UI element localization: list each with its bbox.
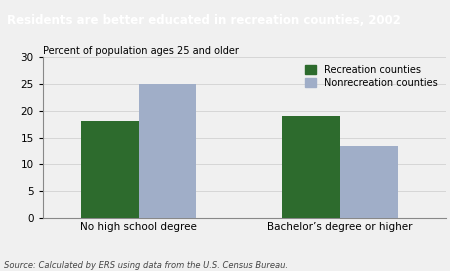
Legend: Recreation counties, Nonrecreation counties: Recreation counties, Nonrecreation count… bbox=[302, 62, 441, 91]
Text: Source: Calculated by ERS using data from the U.S. Census Bureau.: Source: Calculated by ERS using data fro… bbox=[4, 261, 288, 270]
Bar bbox=[340, 146, 397, 218]
Bar bbox=[139, 84, 196, 218]
Text: Residents are better educated in recreation counties, 2002: Residents are better educated in recreat… bbox=[7, 14, 400, 27]
Text: Percent of population ages 25 and older: Percent of population ages 25 and older bbox=[43, 46, 239, 56]
Bar bbox=[81, 121, 139, 218]
Bar bbox=[283, 116, 340, 218]
